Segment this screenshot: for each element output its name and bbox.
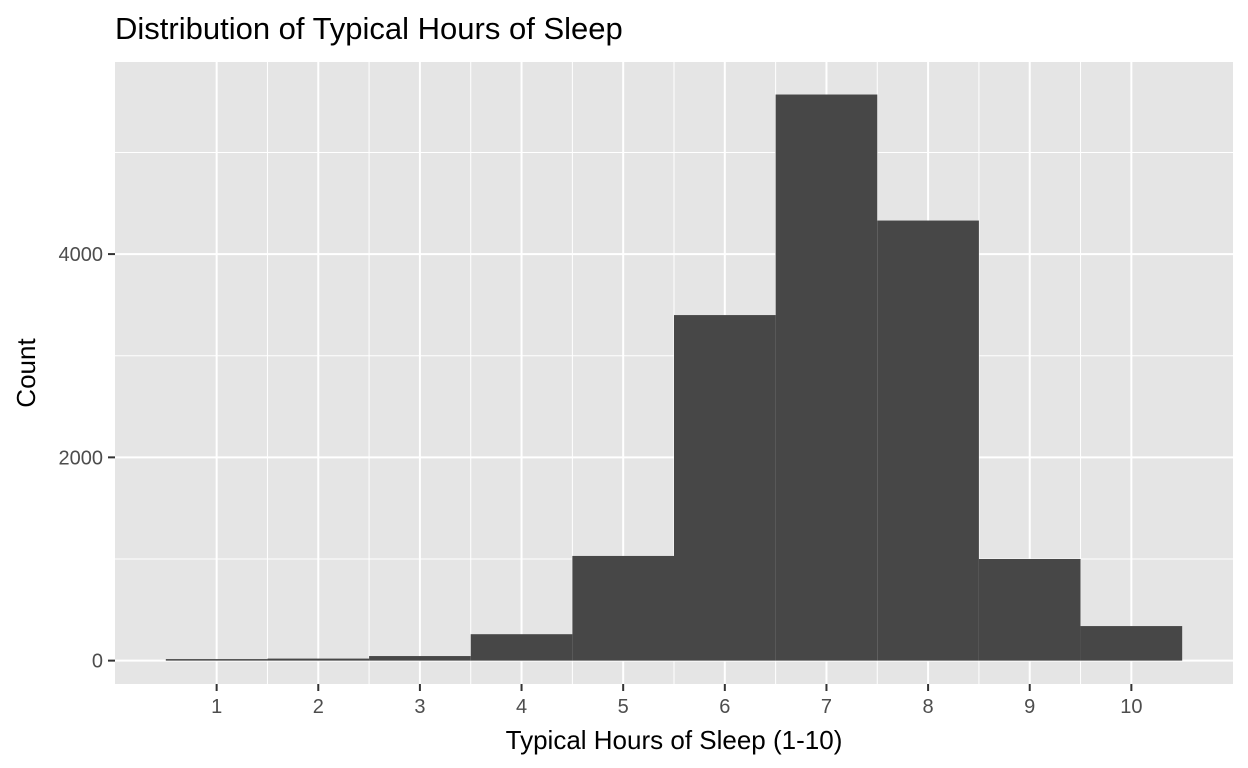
x-tick-label: 9 [1024,696,1035,718]
x-tick-label: 8 [923,696,934,718]
x-tick-label: 3 [414,696,425,718]
bar-5 [572,555,674,661]
x-axis-title: Typical Hours of Sleep (1-10) [506,725,843,755]
y-tick-label: 2000 [59,447,104,469]
chart-title: Distribution of Typical Hours of Sleep [115,11,623,46]
bar-7 [775,94,878,661]
y-tick-label: 0 [92,651,103,673]
x-axis-ticks: 1 2 3 4 5 6 7 8 9 10 [211,684,1142,718]
bar-8 [877,220,979,661]
x-tick-label: 6 [719,696,730,718]
y-axis-title: Count [11,338,41,408]
bar-1 [165,659,268,661]
bar-2 [267,658,370,661]
x-tick-label: 2 [313,696,324,718]
x-tick-label: 10 [1120,696,1142,718]
bar-4 [470,634,573,661]
x-tick-label: 7 [821,696,832,718]
x-tick-label: 4 [516,696,527,718]
bar-6 [674,315,776,661]
x-tick-label: 5 [618,696,629,718]
bar-9 [978,558,1081,661]
bar-10 [1080,626,1183,661]
y-tick-label: 4000 [59,244,104,266]
y-axis-ticks: 0 2000 4000 [59,244,115,673]
x-tick-label: 1 [211,696,222,718]
bars [165,94,1183,661]
bar-3 [369,656,471,661]
